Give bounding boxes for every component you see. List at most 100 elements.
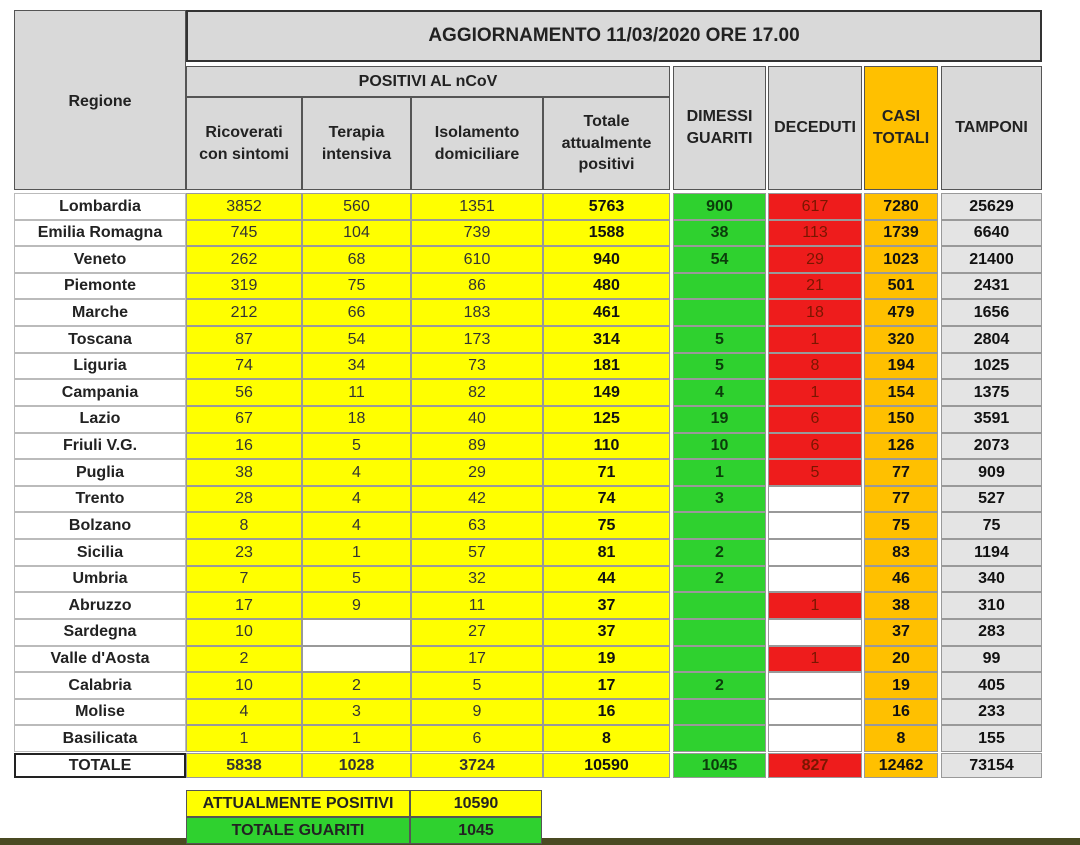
- data-cell: 38: [673, 219, 766, 247]
- region-cell: Abruzzo: [14, 592, 186, 619]
- data-cell: 27: [411, 618, 543, 646]
- data-cell: 34: [302, 352, 411, 380]
- data-cell: 2: [673, 672, 766, 699]
- data-cell: 126: [864, 432, 938, 460]
- data-cell: 29: [768, 246, 862, 273]
- data-cell: 2431: [941, 272, 1042, 300]
- data-cell: 314: [543, 326, 670, 353]
- data-cell: 113: [768, 219, 862, 247]
- data-cell: 40: [411, 405, 543, 433]
- data-cell: 739: [411, 219, 543, 247]
- data-cell: 310: [941, 592, 1042, 619]
- data-cell: 86: [411, 272, 543, 300]
- group-header: POSITIVI AL nCoV: [186, 66, 670, 97]
- data-cell: 46: [864, 565, 938, 593]
- data-cell: 1: [768, 326, 862, 353]
- region-cell: Emilia Romagna: [14, 219, 186, 247]
- data-cell: 501: [864, 272, 938, 300]
- region-cell: Bolzano: [14, 512, 186, 540]
- data-cell: 1588: [543, 219, 670, 247]
- data-cell: 340: [941, 565, 1042, 593]
- data-cell: 154: [864, 379, 938, 406]
- data-cell: 19: [543, 645, 670, 673]
- data-cell: 42: [411, 485, 543, 513]
- region-cell: Calabria: [14, 672, 186, 699]
- data-cell: 16: [864, 698, 938, 726]
- data-cell: [673, 512, 766, 540]
- data-cell: 1375: [941, 379, 1042, 406]
- data-cell: 89: [411, 432, 543, 460]
- data-cell: 6: [411, 725, 543, 752]
- data-cell: 1194: [941, 539, 1042, 566]
- column-header: DIMESSI GUARITI: [673, 66, 766, 190]
- data-cell: 5: [768, 459, 862, 486]
- data-cell: 1739: [864, 219, 938, 247]
- region-cell: Valle d'Aosta: [14, 645, 186, 673]
- data-cell: 10590: [543, 753, 670, 778]
- data-cell: 4: [302, 512, 411, 540]
- column-header: Ricoverati con sintomi: [186, 97, 302, 190]
- data-cell: 262: [186, 246, 302, 273]
- title-header: AGGIORNAMENTO 11/03/2020 ORE 17.00: [186, 10, 1042, 62]
- data-cell: 87: [186, 326, 302, 353]
- data-cell: 18: [302, 405, 411, 433]
- data-cell: 3724: [411, 753, 543, 778]
- region-cell: Trento: [14, 485, 186, 513]
- data-cell: 11: [411, 592, 543, 619]
- data-cell: 68: [302, 246, 411, 273]
- data-cell: [302, 645, 411, 673]
- column-header: Totale attualmente positivi: [543, 97, 670, 190]
- data-cell: 1: [302, 539, 411, 566]
- region-cell: Sicilia: [14, 539, 186, 566]
- summary-value: 1045: [410, 817, 542, 844]
- data-cell: 8: [768, 352, 862, 380]
- data-cell: 405: [941, 672, 1042, 699]
- data-cell: 320: [864, 326, 938, 353]
- data-cell: [768, 512, 862, 540]
- region-header: Regione: [14, 10, 186, 190]
- data-cell: 63: [411, 512, 543, 540]
- data-cell: [673, 272, 766, 300]
- data-cell: 283: [941, 618, 1042, 646]
- data-cell: [673, 698, 766, 726]
- data-cell: 560: [302, 193, 411, 220]
- data-cell: 75: [543, 512, 670, 540]
- data-cell: 2: [302, 672, 411, 699]
- data-cell: 17: [543, 672, 670, 699]
- summary-value: 10590: [410, 790, 542, 817]
- data-cell: 1045: [673, 753, 766, 778]
- data-cell: 125: [543, 405, 670, 433]
- data-cell: 28: [186, 485, 302, 513]
- data-cell: 2804: [941, 326, 1042, 353]
- region-cell: Lazio: [14, 405, 186, 433]
- data-cell: 57: [411, 539, 543, 566]
- data-cell: 10: [186, 672, 302, 699]
- region-cell: TOTALE: [14, 753, 186, 778]
- data-cell: 2: [186, 645, 302, 673]
- data-cell: 82: [411, 379, 543, 406]
- data-cell: 9: [411, 698, 543, 726]
- data-cell: 4: [302, 459, 411, 486]
- data-cell: 1: [768, 379, 862, 406]
- region-cell: Campania: [14, 379, 186, 406]
- data-cell: 56: [186, 379, 302, 406]
- region-cell: Piemonte: [14, 272, 186, 300]
- data-cell: 827: [768, 753, 862, 778]
- column-header: TAMPONI: [941, 66, 1042, 190]
- data-cell: 1: [302, 725, 411, 752]
- data-cell: 37: [543, 592, 670, 619]
- region-cell: Basilicata: [14, 725, 186, 752]
- data-cell: 16: [186, 432, 302, 460]
- column-header: Isolamento domiciliare: [411, 97, 543, 190]
- data-cell: 5838: [186, 753, 302, 778]
- data-cell: 23: [186, 539, 302, 566]
- data-cell: 4: [186, 698, 302, 726]
- data-cell: 17: [186, 592, 302, 619]
- data-cell: 3852: [186, 193, 302, 220]
- data-cell: 319: [186, 272, 302, 300]
- column-header: CASI TOTALI: [864, 66, 938, 190]
- data-cell: 6: [768, 405, 862, 433]
- data-cell: 900: [673, 193, 766, 220]
- data-cell: 1: [186, 725, 302, 752]
- data-cell: 10: [673, 432, 766, 460]
